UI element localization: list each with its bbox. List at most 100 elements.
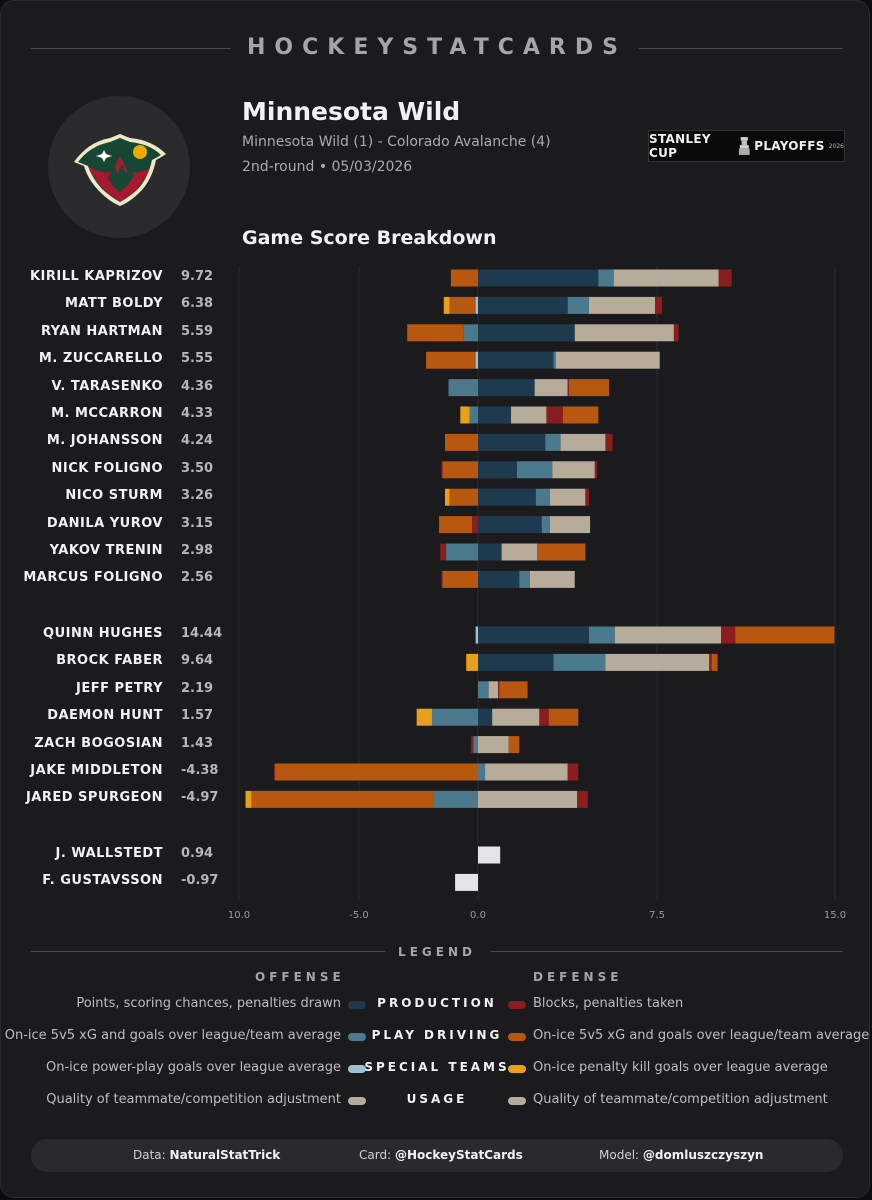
bar-segment-play-driving-def xyxy=(449,488,478,506)
bar-segment-goalie xyxy=(478,846,501,864)
bar-segment-play-driving-off xyxy=(448,379,478,397)
bar-segment-usage-off xyxy=(560,433,606,451)
bar-segment-production-def xyxy=(709,653,712,671)
bar-segment-special-teams-def xyxy=(466,653,478,671)
footer-model-credit: Model: @domluszczyszyn xyxy=(599,1148,763,1162)
legend-offense-swatch xyxy=(348,1097,366,1105)
legend-offense-description: Points, scoring chances, penalties drawn xyxy=(76,996,341,1011)
chart-title: Game Score Breakdown xyxy=(242,227,497,249)
bar-segment-usage-off xyxy=(605,653,710,671)
legend-defense-description: On-ice penalty kill goals over league av… xyxy=(533,1060,828,1075)
x-tick-label: 7.5 xyxy=(649,910,665,921)
bar-segment-special-teams-def xyxy=(443,296,450,314)
bar-segment-production xyxy=(478,379,535,397)
bar-segment-production xyxy=(478,543,502,561)
bar-segment-usage-off xyxy=(574,324,674,342)
bar-segment-usage-off xyxy=(613,269,719,287)
player-name: NICK FOLIGNO xyxy=(51,460,163,476)
bar-segment-play-driving-def xyxy=(442,570,478,588)
bar-segment-play-driving-def xyxy=(548,708,579,726)
bar-segment-production-def xyxy=(605,433,613,451)
legend-defense-description: Blocks, penalties taken xyxy=(533,996,684,1011)
player-game-score: 4.24 xyxy=(181,433,214,449)
bar-segment-play-driving-def xyxy=(442,461,478,479)
legend-offense-description: On-ice 5v5 xG and goals over league/team… xyxy=(4,1028,341,1043)
bar-segment-special-teams-off xyxy=(475,351,478,369)
bar-segment-production xyxy=(478,570,520,588)
bar-segment-production-def xyxy=(470,736,474,754)
bar-segment-usage-off xyxy=(485,763,568,781)
legend-defense-header: DEFENSE xyxy=(533,970,623,984)
round-date-text: 2nd-round • 05/03/2026 xyxy=(242,159,413,175)
legend-category: PRODUCTION xyxy=(377,996,497,1010)
legend-row: On-ice power-play goals over league aver… xyxy=(1,1060,872,1080)
brand-divider-left xyxy=(31,48,231,49)
player-game-score: 9.72 xyxy=(181,269,214,284)
x-tick-label: -5.0 xyxy=(349,910,369,921)
bar-segment-play-driving-off xyxy=(431,708,478,726)
bar-segment-usage-off xyxy=(488,681,499,699)
bar-segment-play-driving-def xyxy=(450,269,478,287)
bar-segment-production-def xyxy=(655,296,663,314)
bar-segment-play-driving-def xyxy=(508,736,520,754)
bar-segment-play-driving-off xyxy=(598,269,614,287)
player-name: M. JOHANSSON xyxy=(46,433,163,449)
bar-segment-production-def xyxy=(594,461,598,479)
x-tick-label: 0.0 xyxy=(470,910,486,921)
bar-segment-usage-off xyxy=(478,790,578,808)
legend-defense-description: On-ice 5v5 xG and goals over league/team… xyxy=(533,1028,870,1043)
bar-segment-production xyxy=(478,461,517,479)
footer-bar: Data: NaturalStatTrick Card: @HockeyStat… xyxy=(31,1139,843,1172)
player-name: DAEMON HUNT xyxy=(47,708,163,724)
player-name: QUINN HUGHES xyxy=(43,626,163,641)
legend-divider-right xyxy=(491,951,843,952)
bar-segment-production-def xyxy=(673,324,679,342)
footer-model-value: @domluszczyszyn xyxy=(642,1148,764,1162)
bar-segment-production xyxy=(478,708,493,726)
bar-segment-usage-off xyxy=(534,379,568,397)
bar-segment-goalie xyxy=(455,873,478,891)
bar-segment-usage-off xyxy=(588,296,655,314)
player-game-score: 4.33 xyxy=(181,406,214,421)
bar-segment-play-driving-def xyxy=(735,626,835,644)
player-game-score: 6.38 xyxy=(181,296,214,312)
legend-divider-left xyxy=(31,951,385,952)
legend-offense-swatch xyxy=(348,1033,366,1041)
player-game-score: -4.38 xyxy=(181,763,219,778)
stanley-cup-playoffs-badge: STANLEY CUP PLAYOFFS 2026 xyxy=(648,130,845,162)
bar-segment-play-driving-off xyxy=(433,790,478,808)
bar-segment-play-driving-def xyxy=(499,681,528,699)
bar-segment-production xyxy=(478,653,554,671)
badge-year: 2026 xyxy=(828,142,844,150)
bar-segment-special-teams-off xyxy=(475,626,478,644)
bar-segment-play-driving-off xyxy=(446,543,478,561)
bar-segment-production-def xyxy=(567,763,579,781)
bar-segment-play-driving-def xyxy=(439,516,473,534)
brand-divider-right xyxy=(639,48,843,49)
bar-segment-usage-off xyxy=(552,461,595,479)
bar-segment-play-driving-def xyxy=(426,351,476,369)
bar-segment-production-def xyxy=(441,461,443,479)
bar-segment-play-driving-def xyxy=(449,296,476,314)
bar-segment-production-def xyxy=(273,763,276,781)
player-name: J. WALLSTEDT xyxy=(55,846,163,861)
team-name: Minnesota Wild xyxy=(242,97,461,126)
player-game-score: 5.59 xyxy=(181,323,214,339)
player-game-score: -0.97 xyxy=(181,873,219,889)
bar-segment-usage-off xyxy=(478,736,509,754)
player-name: MARCUS FOLIGNO xyxy=(23,570,163,586)
player-game-score: -4.97 xyxy=(181,790,219,806)
player-name: MATT BOLDY xyxy=(64,296,163,312)
player-game-score: 9.64 xyxy=(181,653,214,669)
team-logo xyxy=(48,96,190,238)
bar-segment-play-driving-def xyxy=(444,433,478,451)
bar-segment-production-def xyxy=(546,406,563,424)
bar-segment-play-driving-def xyxy=(537,543,586,561)
bar-segment-play-driving-off xyxy=(519,570,530,588)
legend-title: LEGEND xyxy=(398,945,476,959)
game-score-chart xyxy=(238,266,836,899)
bar-segment-production-def xyxy=(567,379,569,397)
bar-segment-production xyxy=(478,626,589,644)
player-name: RYAN HARTMAN xyxy=(40,323,163,339)
